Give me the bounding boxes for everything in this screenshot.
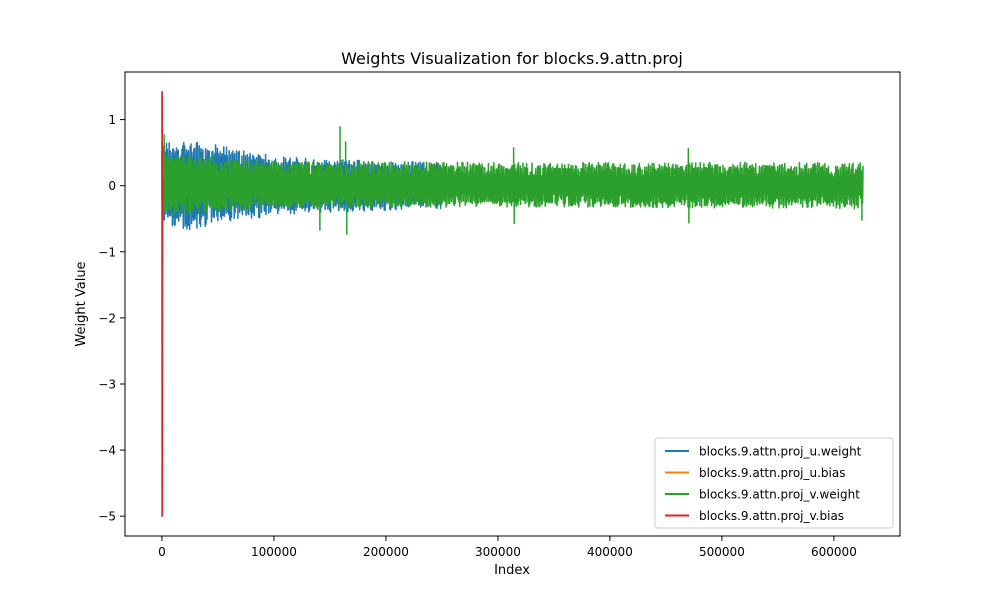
- plot-area: [161, 91, 864, 517]
- legend-label: blocks.9.attn.proj_v.bias: [699, 509, 844, 523]
- y-tick-label: −1: [98, 245, 116, 259]
- legend-box: [654, 437, 894, 529]
- y-tick-label: −4: [98, 444, 116, 458]
- series-layer: [161, 91, 864, 517]
- x-tick-label: 500000: [699, 545, 745, 559]
- legend-item-blocks-9-attn-proj-u-bias: blocks.9.attn.proj_u.bias: [665, 466, 845, 480]
- y-tick-label: −3: [98, 377, 116, 391]
- y-tick-label: −2: [98, 311, 116, 325]
- x-tick-label: 200000: [363, 545, 409, 559]
- y-axis: 1 0 −1 −2 −3 −4 −5: [98, 113, 125, 524]
- legend-label: blocks.9.attn.proj_v.weight: [699, 488, 860, 502]
- legend: blocks.9.attn.proj_u.weight blocks.9.attn…: [654, 437, 894, 529]
- legend-label: blocks.9.attn.proj_u.weight: [699, 445, 862, 459]
- x-tick-label: 100000: [251, 545, 297, 559]
- x-tick-label: 600000: [811, 545, 857, 559]
- y-tick-label: 0: [108, 179, 116, 193]
- legend-label: blocks.9.attn.proj_u.bias: [699, 466, 845, 480]
- series-blocks-9-attn-proj-v-weight: [161, 126, 864, 235]
- x-tick-label: 400000: [587, 545, 633, 559]
- y-axis-label: Weight Value: [74, 261, 89, 346]
- x-tick-label: 300000: [475, 545, 521, 559]
- x-axis-label: Index: [494, 563, 530, 578]
- x-axis: 0 100000 200000 300000 400000 500000 600000: [158, 536, 857, 559]
- series-line-blocks-9-attn-proj-v-bias: [161, 91, 164, 517]
- legend-item-blocks-9-attn-proj-v-weight: blocks.9.attn.proj_v.weight: [665, 488, 860, 502]
- legend-item-blocks-9-attn-proj-v-bias: blocks.9.attn.proj_v.bias: [665, 509, 844, 523]
- chart-title: Weights Visualization for blocks.9.attn.…: [341, 49, 683, 68]
- series-line-blocks-9-attn-proj-v-weight: [161, 126, 864, 235]
- x-tick-label: 0: [158, 545, 166, 559]
- y-tick-label: 1: [108, 113, 116, 127]
- series-blocks-9-attn-proj-v-bias: [161, 91, 164, 517]
- legend-item-blocks-9-attn-proj-u-weight: blocks.9.attn.proj_u.weight: [665, 445, 862, 459]
- plot-frame: [124, 71, 901, 537]
- y-tick-label: −5: [98, 510, 116, 524]
